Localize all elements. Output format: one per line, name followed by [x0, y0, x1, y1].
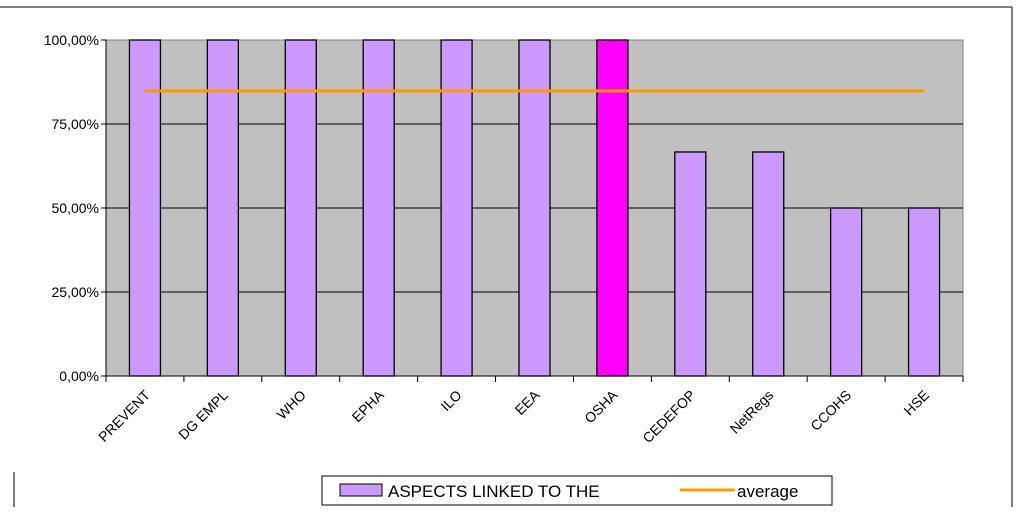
bar-hse [907, 207, 941, 377]
x-tick-label: DG EMPL [175, 387, 231, 443]
x-tick-label: ILO [437, 387, 464, 414]
y-axis-tick-labels: 0,00% 25,00% 50,00% 75,00% 100,00% [44, 32, 99, 384]
bar-dg-empl [206, 39, 240, 377]
y-tick-label: 100,00% [44, 32, 99, 48]
bar-osha [596, 39, 629, 377]
bar-epha [362, 39, 395, 377]
bar-series [128, 39, 941, 377]
axes [101, 39, 964, 382]
bar-eea [518, 39, 551, 377]
x-tick-label: NetRegs [727, 387, 777, 437]
x-tick-label: HSE [900, 387, 932, 419]
x-tick-label: CCOHS [807, 387, 854, 434]
bar-netregs [752, 151, 785, 377]
x-tick-label: EPHA [349, 386, 388, 425]
legend-bar-swatch [339, 483, 383, 497]
y-tick-label: 50,00% [52, 200, 99, 216]
bar-cedefop [674, 151, 707, 377]
legend-line-label: average [737, 482, 798, 501]
legend: ASPECTS LINKED TO THE average [321, 475, 833, 506]
y-tick-label: 75,00% [52, 116, 99, 132]
y-tick-label: 25,00% [52, 284, 99, 300]
bar-ccohs [829, 207, 863, 377]
bar-ilo [440, 39, 473, 377]
legend-bar-label: ASPECTS LINKED TO THE [388, 482, 600, 501]
legend-box [321, 475, 833, 506]
x-tick-label: OSHA [581, 386, 621, 426]
x-axis-tick-labels: PREVENT DG EMPL WHO EPHA ILO EEA OSHA CEDEFOP Ne… [95, 386, 932, 446]
x-tick-label: PREVENT [95, 386, 153, 444]
x-tick-label: WHO [273, 387, 309, 423]
x-tick-label: EEA [511, 386, 543, 418]
y-tick-label: 0,00% [59, 368, 99, 384]
bar-prevent [128, 39, 162, 377]
x-tick-label: CEDEFOP [639, 387, 698, 446]
bar-who [284, 39, 317, 377]
